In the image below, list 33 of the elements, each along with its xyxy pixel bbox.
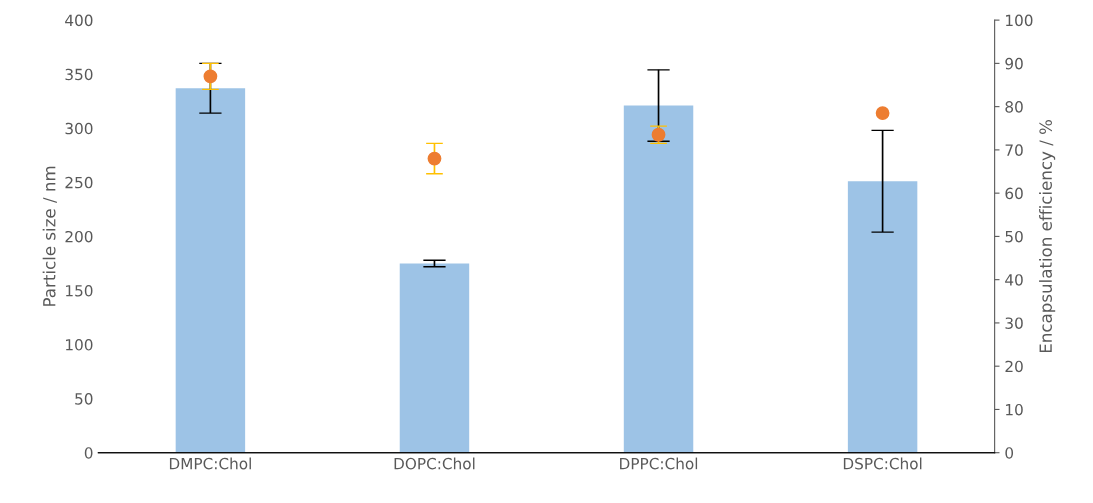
y2-tick-label: 80 (1005, 101, 1023, 113)
point (427, 151, 442, 166)
y-tick-label: 100 (66, 339, 93, 351)
x-tick-label: DPPC:Chol (620, 457, 698, 470)
bar (399, 263, 470, 453)
y-tick-label: 150 (66, 284, 93, 297)
y-tick-label: 350 (65, 68, 93, 81)
bar (175, 88, 246, 453)
bar (847, 181, 918, 453)
point (875, 106, 890, 121)
y-tick-label: 0 (84, 447, 93, 459)
point (203, 69, 218, 84)
y2-axis-title: Encapsulation efficiency / % (1039, 120, 1056, 353)
bar (623, 105, 694, 453)
x-tick-label: DMPC:Chol (169, 457, 251, 470)
y2-tick-label: 20 (1005, 360, 1023, 373)
y2-tick-label: 10 (1006, 403, 1023, 416)
y2-tick-label: 50 (1005, 230, 1023, 243)
y-tick-label: 200 (65, 230, 93, 243)
y2-tick-label: 90 (1005, 57, 1023, 70)
y2-tick-label: 30 (1005, 317, 1023, 329)
y-tick-label: 300 (65, 122, 93, 135)
y2-tick-label: 60 (1005, 187, 1023, 200)
y-axis-title: Particle size / nm (42, 166, 57, 306)
y2-tick-label: 0 (1005, 447, 1014, 459)
y2-tick-label: 100 (1006, 14, 1033, 27)
y-tick-label: 400 (65, 14, 93, 27)
y-tick-label: 250 (65, 176, 93, 189)
x-tick-label: DOPC:Chol (394, 457, 475, 470)
x-tick-label: DSPC:Chol (843, 457, 922, 470)
y-tick-label: 50 (75, 393, 93, 405)
y2-tick-label: 40 (1005, 274, 1023, 286)
y2-tick-label: 70 (1005, 144, 1023, 156)
